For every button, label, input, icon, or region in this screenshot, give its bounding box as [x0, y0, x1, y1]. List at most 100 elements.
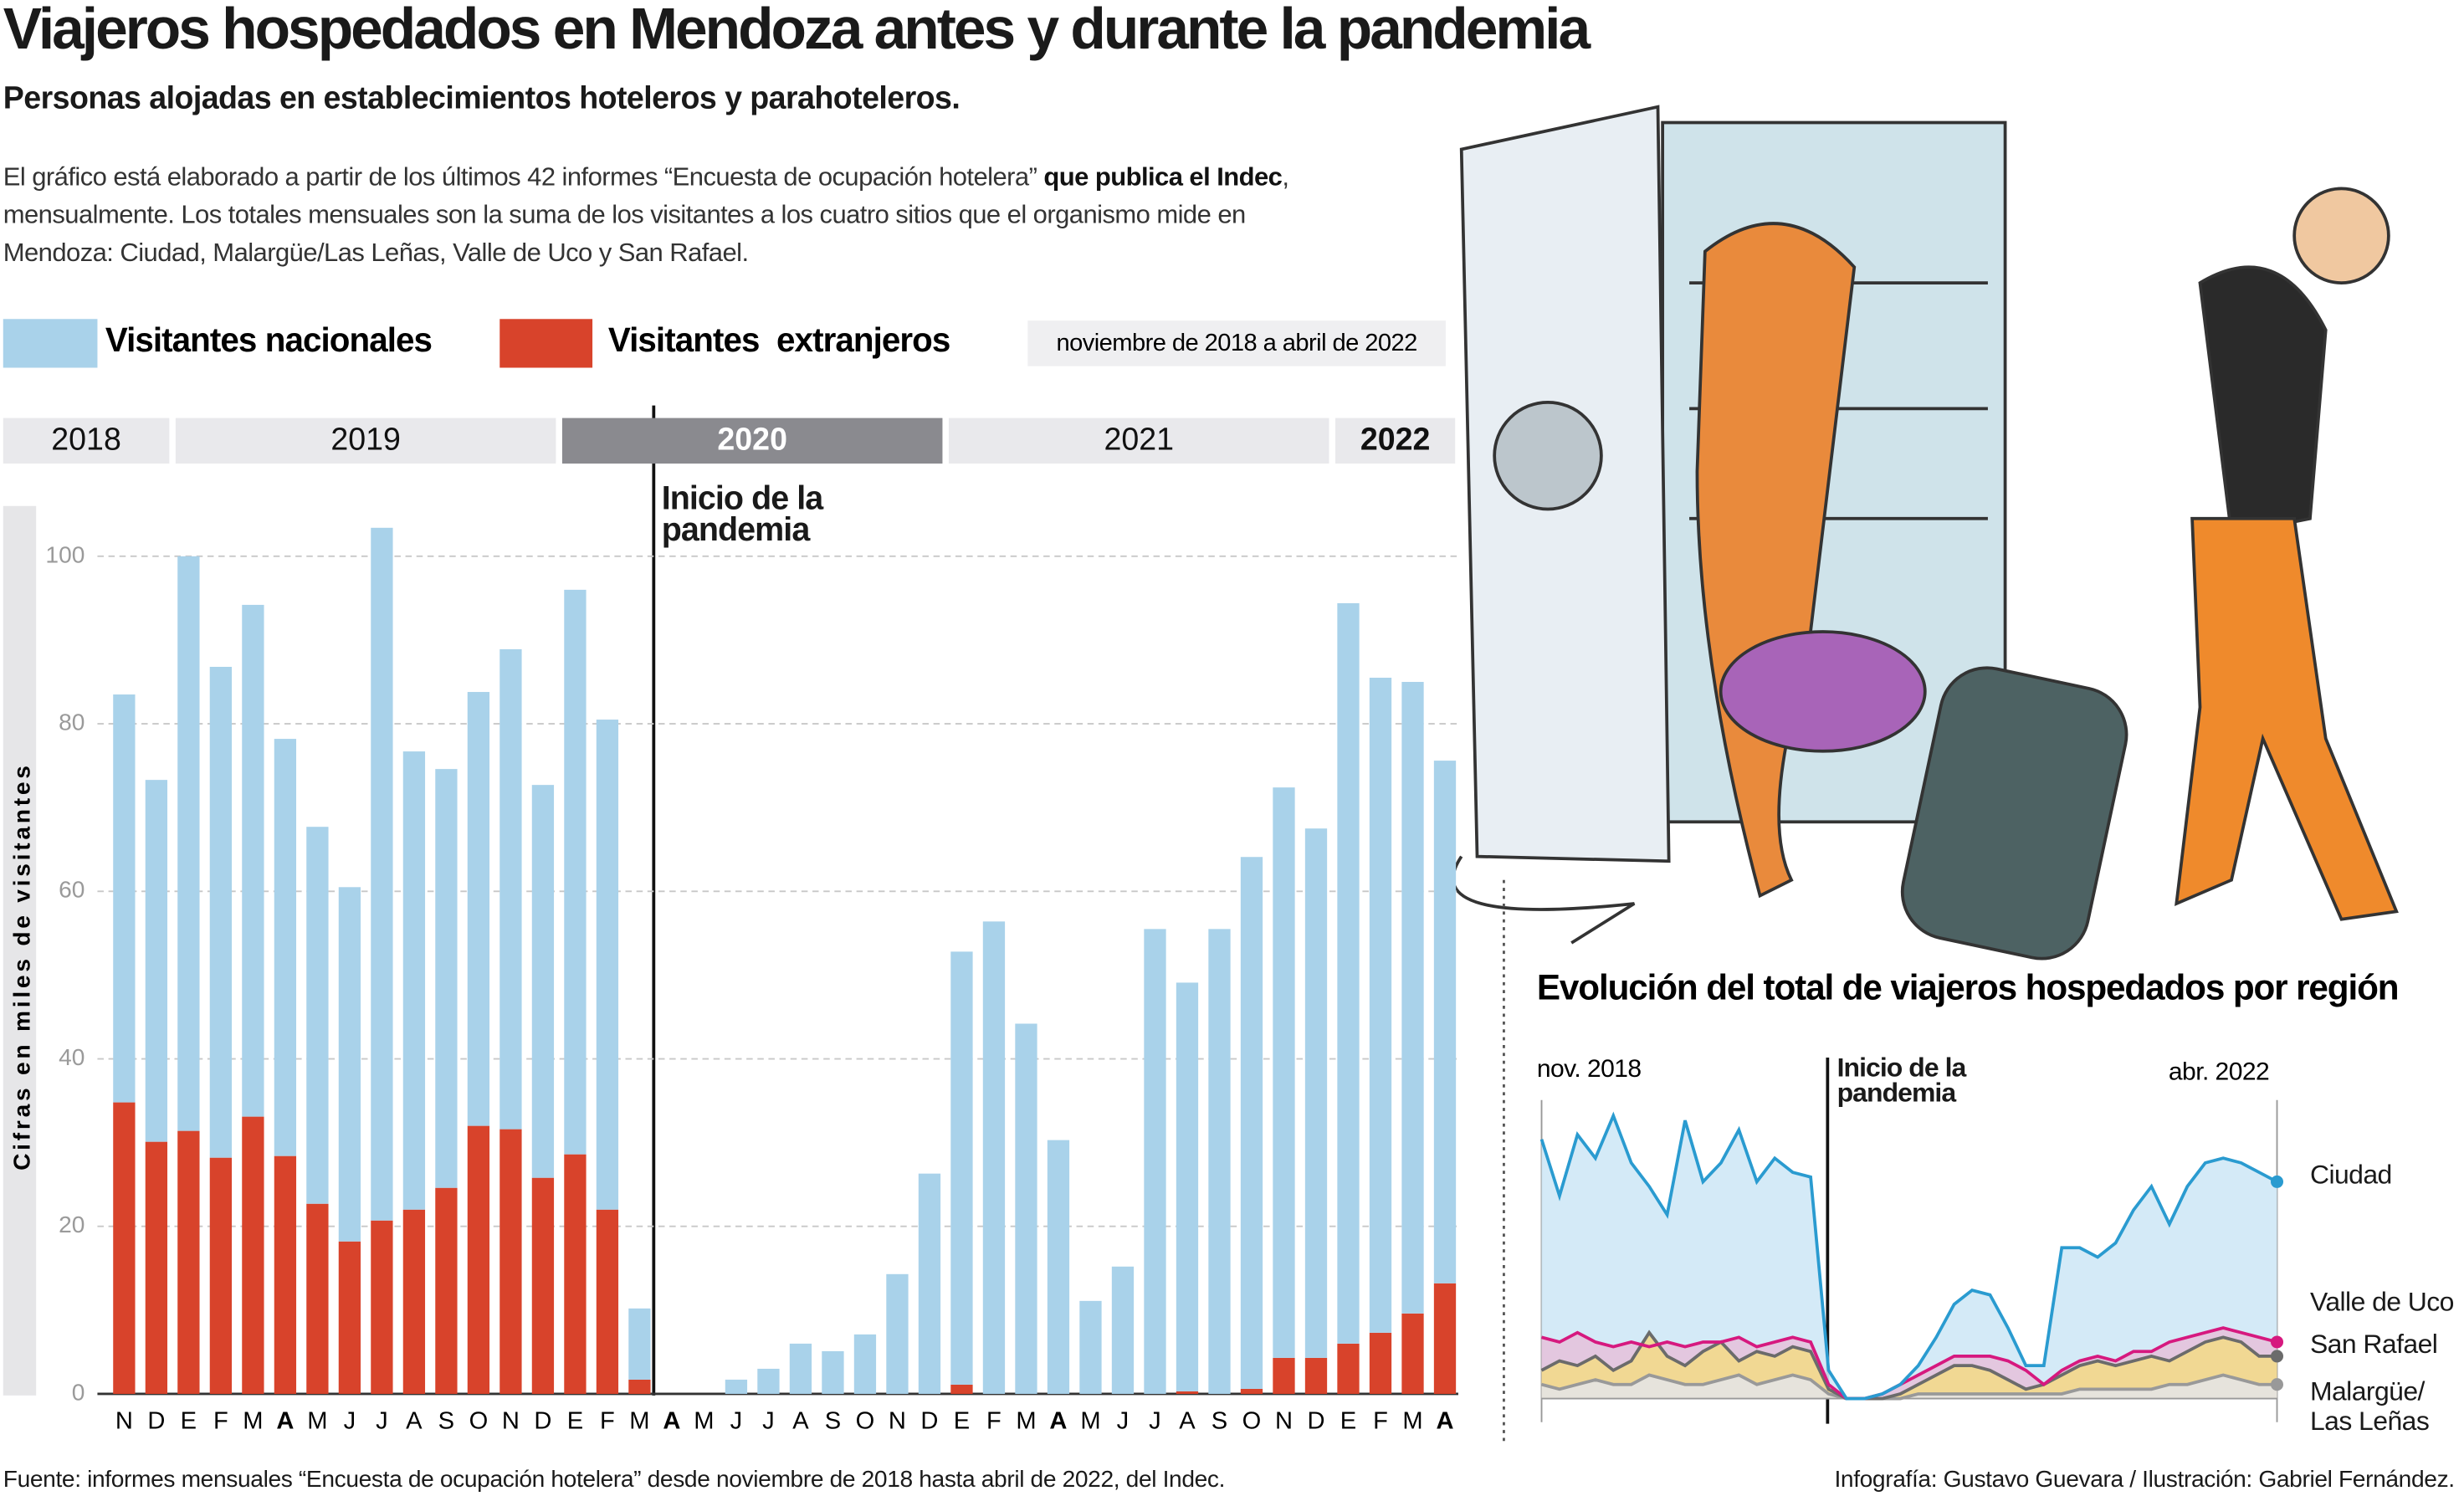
legend-swatch	[499, 319, 593, 368]
end-dot	[2270, 1335, 2284, 1349]
annotation: Inicio de la pandemia	[1836, 1053, 1967, 1109]
bar-segment	[1176, 982, 1199, 1391]
y-tick-label: 0	[72, 1378, 85, 1405]
x-tick-label: N	[889, 1407, 906, 1434]
line	[1541, 1326, 2277, 1401]
series-label: San Rafael	[2309, 1329, 2438, 1360]
intro-bold: que publica el Indec	[1043, 163, 1283, 192]
bar-segment	[338, 887, 361, 1242]
chart-title: Evolución del total de viajeros hospedad…	[1537, 967, 2399, 1007]
year-label: 2022	[1360, 422, 1431, 457]
series-label: Valle de Uco	[2309, 1287, 2454, 1317]
x-tick-label: M	[307, 1407, 327, 1434]
bar-segment	[1273, 1357, 1295, 1394]
bar-segment	[531, 785, 555, 1178]
area	[1541, 1115, 2277, 1399]
year-band	[561, 418, 943, 464]
year-label: 2019	[330, 422, 401, 457]
x-tick-label: F	[986, 1407, 1001, 1434]
bar-segment	[402, 751, 426, 1210]
x-tick-label: N	[502, 1407, 520, 1434]
bar-segment	[596, 720, 619, 1210]
x-tick-label: A	[406, 1407, 423, 1434]
bar-segment	[1047, 1140, 1070, 1394]
year-label: 2021	[1104, 422, 1174, 457]
end-label: abr. 2022	[2169, 1058, 2269, 1086]
bar-segment	[371, 527, 393, 1221]
illustration	[1451, 105, 2399, 961]
x-tick-label: J	[762, 1407, 775, 1434]
bar-segment	[757, 1368, 780, 1394]
source: Fuente: informes mensuales “Encuesta de …	[3, 1466, 1226, 1493]
bar-segment	[564, 589, 587, 1155]
annotation: Inicio de la pandemia	[661, 480, 824, 549]
x-tick-label: M	[243, 1407, 263, 1434]
x-tick-label: J	[376, 1407, 388, 1434]
bar-segment	[435, 769, 458, 1188]
x-tick-label: A	[792, 1407, 809, 1434]
bar-segment	[499, 648, 522, 1130]
x-tick-label: D	[920, 1407, 938, 1434]
x-tick-label: N	[115, 1407, 133, 1434]
x-tick-label: D	[1307, 1407, 1324, 1434]
bar-segment	[467, 692, 490, 1126]
bar-segment	[1176, 1391, 1199, 1394]
bar-segment	[1369, 1332, 1392, 1394]
bar-segment	[1369, 678, 1392, 1333]
y-tick-label: 20	[59, 1211, 85, 1237]
x-tick-label: E	[181, 1407, 197, 1434]
intro-text: , mensualmente. Los totales mensuales so…	[3, 163, 1289, 268]
x-tick-label: S	[1212, 1407, 1227, 1434]
bar-segment	[1015, 1023, 1037, 1394]
bar-segment	[1111, 1266, 1135, 1394]
x-tick-label: F	[600, 1407, 615, 1434]
bar-segment	[274, 1155, 297, 1394]
bar-segment	[145, 780, 168, 1142]
bar-segment	[306, 827, 329, 1204]
bar-segment	[1304, 828, 1328, 1358]
x-tick-label: A	[1049, 1407, 1067, 1434]
bar-segment	[628, 1308, 651, 1380]
x-tick-label: J	[344, 1407, 356, 1434]
title: Viajeros hospedados en Mendoza antes y d…	[3, 0, 1591, 62]
x-tick-label: S	[825, 1407, 841, 1434]
x-tick-label: F	[1373, 1407, 1388, 1434]
bar-segment	[1337, 602, 1360, 1344]
bar-segment	[789, 1343, 812, 1394]
bar-segment	[209, 1157, 233, 1394]
x-tick-label: M	[1080, 1407, 1100, 1434]
bar-segment	[435, 1187, 458, 1394]
y-tick-label: 40	[59, 1043, 85, 1070]
bar-segment	[1240, 857, 1263, 1389]
series-label: Malargüe/ Las Leñas	[2309, 1376, 2430, 1437]
bar-segment	[822, 1350, 844, 1394]
year-band	[1335, 418, 1456, 464]
bar-segment	[338, 1241, 361, 1394]
subtitle: Personas alojadas en establecimientos ho…	[3, 81, 960, 116]
bar-segment	[1401, 682, 1424, 1314]
x-tick-label: M	[694, 1407, 714, 1434]
y-tick-label: 60	[59, 876, 85, 903]
bar-segment	[1433, 1283, 1457, 1394]
end-dot	[2270, 1350, 2284, 1363]
x-tick-label: M	[1016, 1407, 1036, 1434]
bar-segment	[531, 1177, 555, 1394]
intro-text: El gráfico está elaborado a partir de lo…	[3, 163, 1044, 192]
bar-segment	[209, 666, 233, 1158]
year-band	[948, 418, 1329, 464]
line	[1539, 1111, 2278, 1401]
series-label: Ciudad	[2309, 1160, 2392, 1190]
bar-segment	[1304, 1357, 1328, 1394]
x-tick-label: N	[1275, 1407, 1293, 1434]
bar-segment	[499, 1129, 522, 1394]
y-tick-label: 80	[59, 709, 85, 735]
x-tick-label: E	[1340, 1407, 1356, 1434]
bar-segment	[982, 921, 1006, 1394]
x-tick-label: A	[276, 1407, 294, 1434]
bar-segment	[1433, 761, 1457, 1283]
year-label: 2018	[51, 422, 121, 457]
